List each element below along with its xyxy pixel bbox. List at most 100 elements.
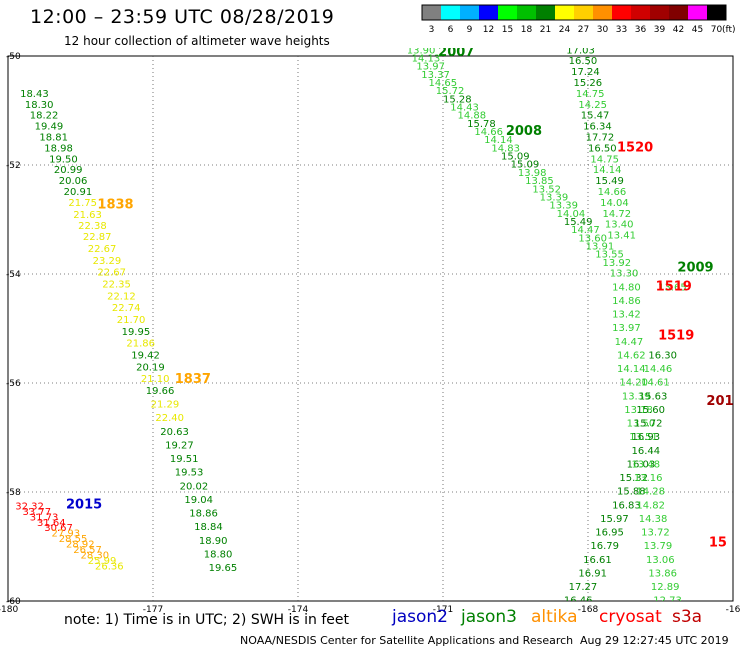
wave-height-value: 13.48 (632, 459, 661, 470)
wave-height-value: 15.63 (639, 391, 668, 402)
wave-height-value: 17.72 (586, 132, 615, 143)
colorbar-tick-label: 33 (616, 25, 627, 35)
wave-height-value: 31.64 (37, 518, 66, 529)
wave-height-value: 22.74 (112, 303, 141, 314)
colorbar-swatch (441, 5, 460, 20)
colorbar-swatch (669, 5, 688, 20)
wave-height-value: 13.92 (603, 258, 632, 269)
latitude-tick-label: -58 (6, 488, 21, 498)
wave-height-value: 14.62 (617, 350, 646, 361)
wave-height-value: 13.79 (644, 541, 673, 552)
wave-height-value: 21.63 (73, 210, 102, 221)
wave-height-value: 14.82 (636, 500, 665, 511)
pass-time-label: 2008 (506, 124, 542, 139)
credit-line: NOAA/NESDIS Center for Satellite Applica… (240, 634, 574, 647)
wave-height-value: 13.39 (540, 192, 569, 203)
wave-height-value: 22.67 (88, 244, 117, 255)
wave-height-value: 19.49 (35, 122, 64, 133)
wave-height-value: 16.46 (564, 596, 593, 607)
wave-height-value: 13.72 (641, 528, 670, 539)
wave-height-value: 15.72 (436, 86, 465, 97)
wave-height-value: 18.98 (44, 143, 73, 154)
pass-time-label: 1 (719, 601, 728, 616)
wave-height-value: 13.91 (586, 241, 615, 252)
legend-s3a: s3a (672, 607, 703, 627)
wave-height-value: 19.66 (146, 386, 175, 397)
wave-height-value: 22.12 (107, 292, 136, 303)
wave-height-value: 16.79 (590, 541, 619, 552)
wave-height-value: 22.40 (155, 413, 184, 424)
wave-height-value: 13.39 (622, 391, 651, 402)
wave-height-value: 13.37 (421, 70, 450, 81)
wave-height-value: 17.03 (566, 45, 595, 56)
wave-height-value: 14.38 (639, 514, 668, 525)
wave-height-value: 15.72 (634, 419, 663, 430)
wave-height-value: 16.50 (569, 56, 598, 67)
wave-height-value: 14.04 (600, 198, 629, 209)
wave-height-value: 14.66 (598, 187, 627, 198)
wave-height-value: 13.39 (549, 201, 578, 212)
wave-height-value: 20.63 (160, 427, 189, 438)
wave-height-value: 12.89 (651, 582, 680, 593)
colorbar-swatch (498, 5, 517, 20)
pass-time-label: 2009 (677, 260, 713, 275)
wave-height-value: 25.99 (88, 556, 117, 567)
wave-height-value: 16.34 (583, 122, 612, 133)
wave-height-value: 33.77 (23, 507, 52, 518)
wave-height-value: 13.42 (612, 310, 641, 321)
wave-height-value: 15.88 (617, 487, 646, 498)
wave-height-value: 13.18 (624, 405, 653, 416)
wave-height-value: 18.30 (25, 100, 54, 111)
wave-height-value: 16.61 (583, 555, 612, 566)
colorbar-tick-label: 18 (521, 25, 533, 35)
wave-height-value: 13.97 (416, 62, 445, 73)
wave-height-value: 20.06 (59, 176, 88, 187)
map-subtitle: 12 hour collection of altimeter wave hei… (64, 34, 330, 48)
wave-height-value: 12.73 (653, 596, 682, 607)
wave-height-value: 13.52 (532, 184, 561, 195)
wave-height-value: 14.72 (603, 209, 632, 220)
pass-time-label: 201 (706, 394, 733, 409)
colorbar-swatch (555, 5, 574, 20)
wave-height-value: 27.93 (52, 529, 81, 540)
wave-height-value: 15.60 (636, 405, 665, 416)
wave-height-value: 28.55 (59, 534, 88, 545)
longitude-tick-label: -16 (726, 605, 740, 615)
altimeter-tracks: 18.4318.3018.2219.4918.8118.9819.5020.99… (15, 45, 733, 616)
wave-height-value: 18.81 (39, 132, 68, 143)
wave-height-value: 13.55 (595, 250, 624, 261)
wave-height-value: 14.65 (429, 78, 458, 89)
wave-height-value: 28.92 (66, 540, 95, 551)
colorbar-swatch (612, 5, 631, 20)
pass-time-label: 2013 (581, 601, 617, 616)
pass-time-label: 1838 (97, 198, 133, 213)
wave-height-value: 17.24 (571, 67, 600, 78)
wave-height-value: 15.09 (501, 152, 530, 163)
colorbar-tick-label: 21 (540, 25, 551, 35)
wave-height-value: 16.93 (632, 432, 661, 443)
colorbar-tick-label: 24 (559, 25, 571, 35)
wave-height-value: 22.67 (97, 268, 126, 279)
wave-height-value: 13.86 (648, 568, 677, 579)
colorbar-tick-label: 6 (448, 25, 454, 35)
wave-height-value: 20.99 (54, 165, 83, 176)
wave-height-value: 15.26 (574, 78, 603, 89)
wave-height-value: 31.73 (30, 512, 59, 523)
wave-height-value: 18.90 (199, 536, 228, 547)
wave-height-value: 13.06 (646, 555, 675, 566)
wave-height-value: 22.38 (78, 221, 107, 232)
wave-height-value: 15.49 (564, 217, 593, 228)
legend-jason2: jason2 (392, 607, 448, 627)
pass-time-label: 1520 (617, 140, 653, 155)
colorbar-tick-label: 45 (692, 25, 703, 35)
wave-height-value: 15.32 (619, 473, 648, 484)
wave-height-value: 14.47 (615, 337, 644, 348)
wave-height-value: 13.40 (605, 220, 634, 231)
colorbar-tick-label: 27 (578, 25, 589, 35)
pass-time-label: 1837 (175, 372, 211, 387)
wave-height-value: 15.28 (443, 94, 472, 105)
wave-height-value: 13.65 (658, 282, 687, 293)
legend-cryosat: cryosat (599, 607, 662, 627)
wave-height-value: 14.14 (593, 165, 622, 176)
